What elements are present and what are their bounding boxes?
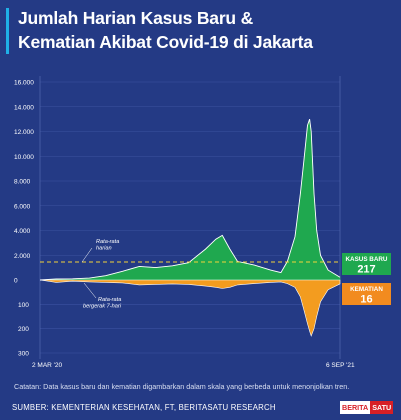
annotation-avg-daily-line2: harian bbox=[96, 246, 112, 252]
callout-kematian-box bbox=[342, 283, 391, 305]
annotation-avg-daily-pointer bbox=[81, 247, 93, 263]
y-tick-label: 4.000 bbox=[14, 228, 31, 235]
callout-kasus-value: 217 bbox=[357, 264, 375, 276]
beritasatu-logo: BERITA SATU bbox=[340, 401, 394, 414]
annotation-avg-daily-line1: Rata-rata bbox=[96, 239, 119, 245]
y-tick-label: 12.000 bbox=[14, 129, 34, 136]
annotation-moving-avg-line2: bergerak 7-hari bbox=[83, 304, 122, 310]
y-tick-label: 2.000 bbox=[14, 253, 31, 260]
x-tick-label: 6 SEP '21 bbox=[326, 362, 355, 369]
y-tick-label: 8.000 bbox=[14, 179, 31, 186]
logo-right: SATU bbox=[370, 401, 394, 414]
y-tick-label: 200 bbox=[18, 326, 29, 333]
annotation-moving-avg-pointer bbox=[83, 282, 97, 299]
series-kematian bbox=[39, 279, 341, 337]
callout-kematian-value: 16 bbox=[360, 294, 372, 306]
annotation-avg-daily: Rata-rata harian bbox=[96, 239, 119, 252]
callout-kasus-box bbox=[342, 253, 391, 275]
chart-title-line2: Kematian Akibat Covid-19 di Jakarta bbox=[18, 32, 313, 52]
annotation-moving-avg: Rata-rata bergerak 7-hari bbox=[83, 297, 122, 310]
series-kasus-baru bbox=[39, 119, 341, 281]
y-tick-label: 100 bbox=[18, 302, 29, 309]
x-tick-label: 2 MAR '20 bbox=[32, 362, 63, 369]
y-tick-label: 16.000 bbox=[14, 80, 34, 87]
y-tick-label: 300 bbox=[18, 351, 29, 358]
logo-left: BERITA bbox=[340, 401, 371, 414]
y-tick-label: 0 bbox=[14, 278, 18, 285]
chart-title: Jumlah Harian Kasus Baru & Kematian Akib… bbox=[18, 6, 388, 54]
callout-kasus-label: KASUS BARU bbox=[346, 256, 388, 263]
y-tick-label: 10.000 bbox=[14, 154, 34, 161]
chart-source: SUMBER: KEMENTERIAN KESEHATAN, FT, BERIT… bbox=[12, 403, 276, 412]
callout-kematian-label: KEMATIAN bbox=[350, 286, 383, 293]
chart-title-line1: Jumlah Harian Kasus Baru & bbox=[18, 8, 254, 28]
title-accent-bar bbox=[6, 8, 9, 54]
y-tick-label: 6.000 bbox=[14, 203, 31, 210]
y-tick-label: 14.000 bbox=[14, 104, 34, 111]
chart-note: Catatan: Data kasus baru dan kematian di… bbox=[14, 382, 350, 391]
kasus-moving-average-line bbox=[39, 118, 341, 281]
annotation-moving-avg-line1: Rata-rata bbox=[98, 297, 121, 303]
